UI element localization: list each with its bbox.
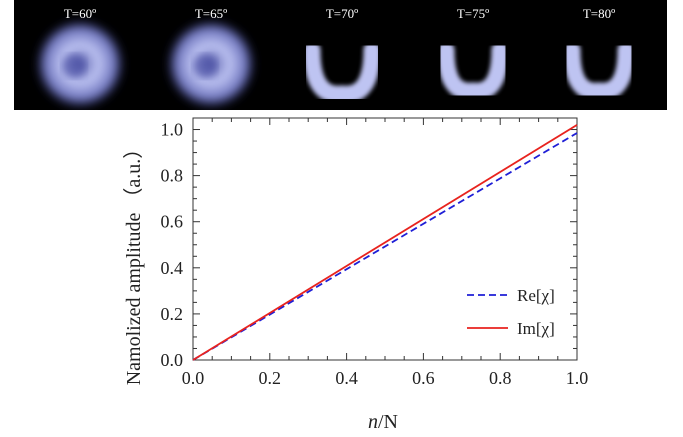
x-tick-label: 0.4 [335,368,358,388]
panel-temperature-label: T=75º [457,6,489,21]
beam-panel-5: T=80º [563,6,635,100]
x-tick-label: 0.2 [259,368,282,388]
panel-temperature-label: T=80º [583,6,615,21]
y-tick-label: 0.8 [161,166,184,186]
x-axis-title: n/N [368,411,398,433]
series-line-im [192,124,578,361]
panel-temperature-label: T=70º [326,6,358,21]
beam-panel-3: T=70º [303,6,381,103]
beam-panel-1: T=60º [34,6,126,110]
x-tick-label: 0.0 [182,368,205,388]
y-tick-label: 0.4 [161,258,184,278]
amplitude-chart: 0.0 0.2 0.4 0.6 0.8 1.0 0.0 0.2 0.4 0.6 0.8 1.0 Re[… [122,117,589,433]
y-tick-label: 0.0 [161,350,184,370]
beam-image-strip: T=60º T=65º T=70º T=75º T=80º [14,0,667,110]
panel-temperature-label: T=65º [195,6,227,21]
legend-label-im: Im[χ] [517,319,555,338]
x-tick-label: 0.8 [489,368,512,388]
x-tick-label: 1.0 [566,368,589,388]
beam-disk-core [193,54,217,78]
beam-horseshoe [563,41,635,100]
x-axis-title-italic: n [368,411,378,433]
series-line-re [192,132,578,361]
y-tick-label: 0.2 [161,304,184,324]
beam-horseshoe [437,41,509,100]
beam-disk-core [62,54,86,78]
beam-panel-2: T=65º [165,6,257,110]
beam-panel-4: T=75º [437,6,509,100]
y-tick-label: 1.0 [161,120,184,140]
y-tick-label: 0.6 [161,212,184,232]
y-axis-title: Namolized amplitude （a.u.） [122,139,145,386]
panel-temperature-label: T=60º [64,6,96,21]
beam-image-strip-svg: T=60º T=65º T=70º T=75º T=80º [34,6,635,110]
x-tick-label: 0.6 [412,368,435,388]
beam-horseshoe [303,41,381,103]
legend-label-re: Re[χ] [517,286,555,305]
x-axis-title-rest: /N [378,411,398,433]
